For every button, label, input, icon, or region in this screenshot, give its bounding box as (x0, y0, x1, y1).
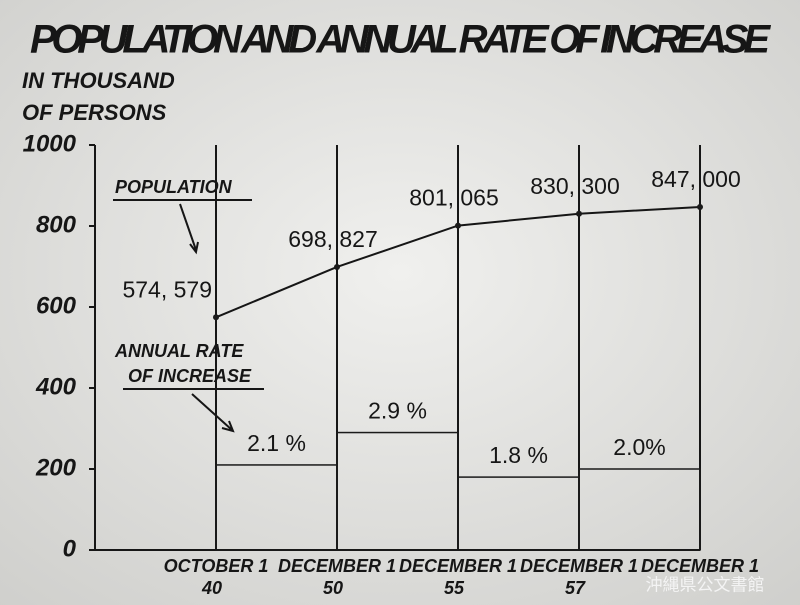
legend-label: POPULATION (115, 177, 233, 197)
x-tick-label: DECEMBER 1 (520, 556, 638, 576)
y-axis-label: IN THOUSAND (22, 68, 175, 93)
data-label: 830, 300 (530, 173, 620, 199)
x-tick-label: DECEMBER 1 (278, 556, 396, 576)
arrow (191, 393, 235, 433)
data-label: 847, 000 (651, 166, 741, 192)
rate-bar (578, 468, 701, 551)
x-tick-label: 55 (444, 578, 465, 598)
x-tick-label: OCTOBER 1 (164, 556, 269, 576)
x-tick-label: 57 (565, 578, 586, 598)
y-axis-label: OF PERSONS (22, 100, 167, 125)
y-tick-label: 400 (35, 373, 77, 400)
data-label: 574, 579 (122, 276, 212, 302)
x-tick-label: DECEMBER 1 (641, 556, 759, 576)
legend-label: OF INCREASE (128, 366, 252, 386)
data-label: 2.0% (613, 434, 665, 460)
point (576, 210, 582, 217)
data-label: 2.1 % (247, 430, 306, 456)
point (334, 263, 340, 270)
y-tick-label: 0 (63, 535, 77, 562)
legend-label: ANNUAL RATE (114, 341, 244, 361)
data-label: 1.8 % (489, 442, 548, 468)
arrow (179, 203, 199, 255)
point (455, 222, 461, 229)
x-tick-label: 40 (201, 578, 222, 598)
data-label: 2.9 % (368, 398, 427, 424)
watermark: 沖縄県公文書館 (646, 575, 765, 594)
y-tick-label: 600 (36, 292, 77, 319)
x-tick-label: 50 (323, 578, 343, 598)
data-label: 801, 065 (409, 185, 499, 211)
x-tick-label: DECEMBER 1 (399, 556, 517, 576)
y-tick-label: 1000 (23, 130, 77, 157)
point (213, 314, 219, 321)
y-tick-label: 200 (35, 454, 77, 481)
data-label: 698, 827 (288, 226, 378, 252)
y-tick-label: 800 (36, 211, 77, 238)
point (697, 203, 703, 210)
chart-title: POPULATION AND ANNUAL RATE OF INCREASE (30, 18, 771, 62)
